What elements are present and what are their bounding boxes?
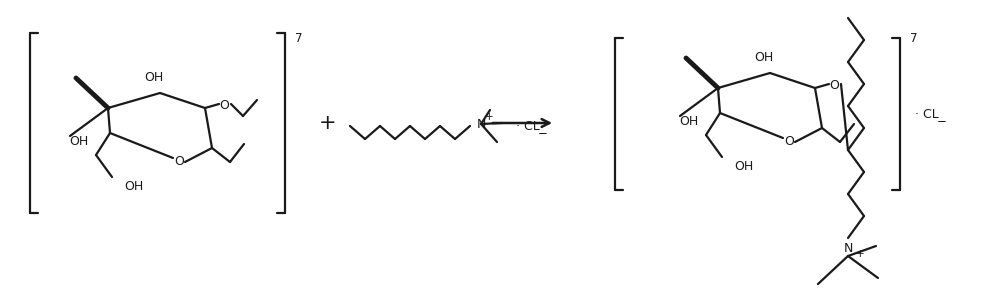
Text: 7: 7 bbox=[910, 31, 917, 44]
Text: OH: OH bbox=[679, 115, 698, 128]
Text: N: N bbox=[843, 241, 853, 254]
Text: O: O bbox=[219, 99, 229, 111]
Text: OH: OH bbox=[144, 71, 164, 83]
Text: O: O bbox=[174, 155, 184, 168]
Text: 7: 7 bbox=[295, 31, 303, 44]
Text: OH: OH bbox=[754, 51, 774, 63]
Text: N: N bbox=[477, 117, 486, 131]
Text: · CL: · CL bbox=[915, 107, 939, 120]
Text: +: + bbox=[485, 112, 494, 122]
Text: OH: OH bbox=[734, 160, 753, 172]
Text: −: − bbox=[937, 115, 947, 128]
Text: OH: OH bbox=[69, 135, 88, 148]
Text: OH: OH bbox=[124, 180, 143, 192]
Text: · CL: · CL bbox=[516, 120, 540, 132]
Text: O: O bbox=[829, 79, 839, 91]
Text: −: − bbox=[538, 127, 548, 140]
Text: O: O bbox=[784, 135, 794, 148]
Text: +: + bbox=[319, 113, 337, 133]
Text: +: + bbox=[856, 249, 864, 259]
